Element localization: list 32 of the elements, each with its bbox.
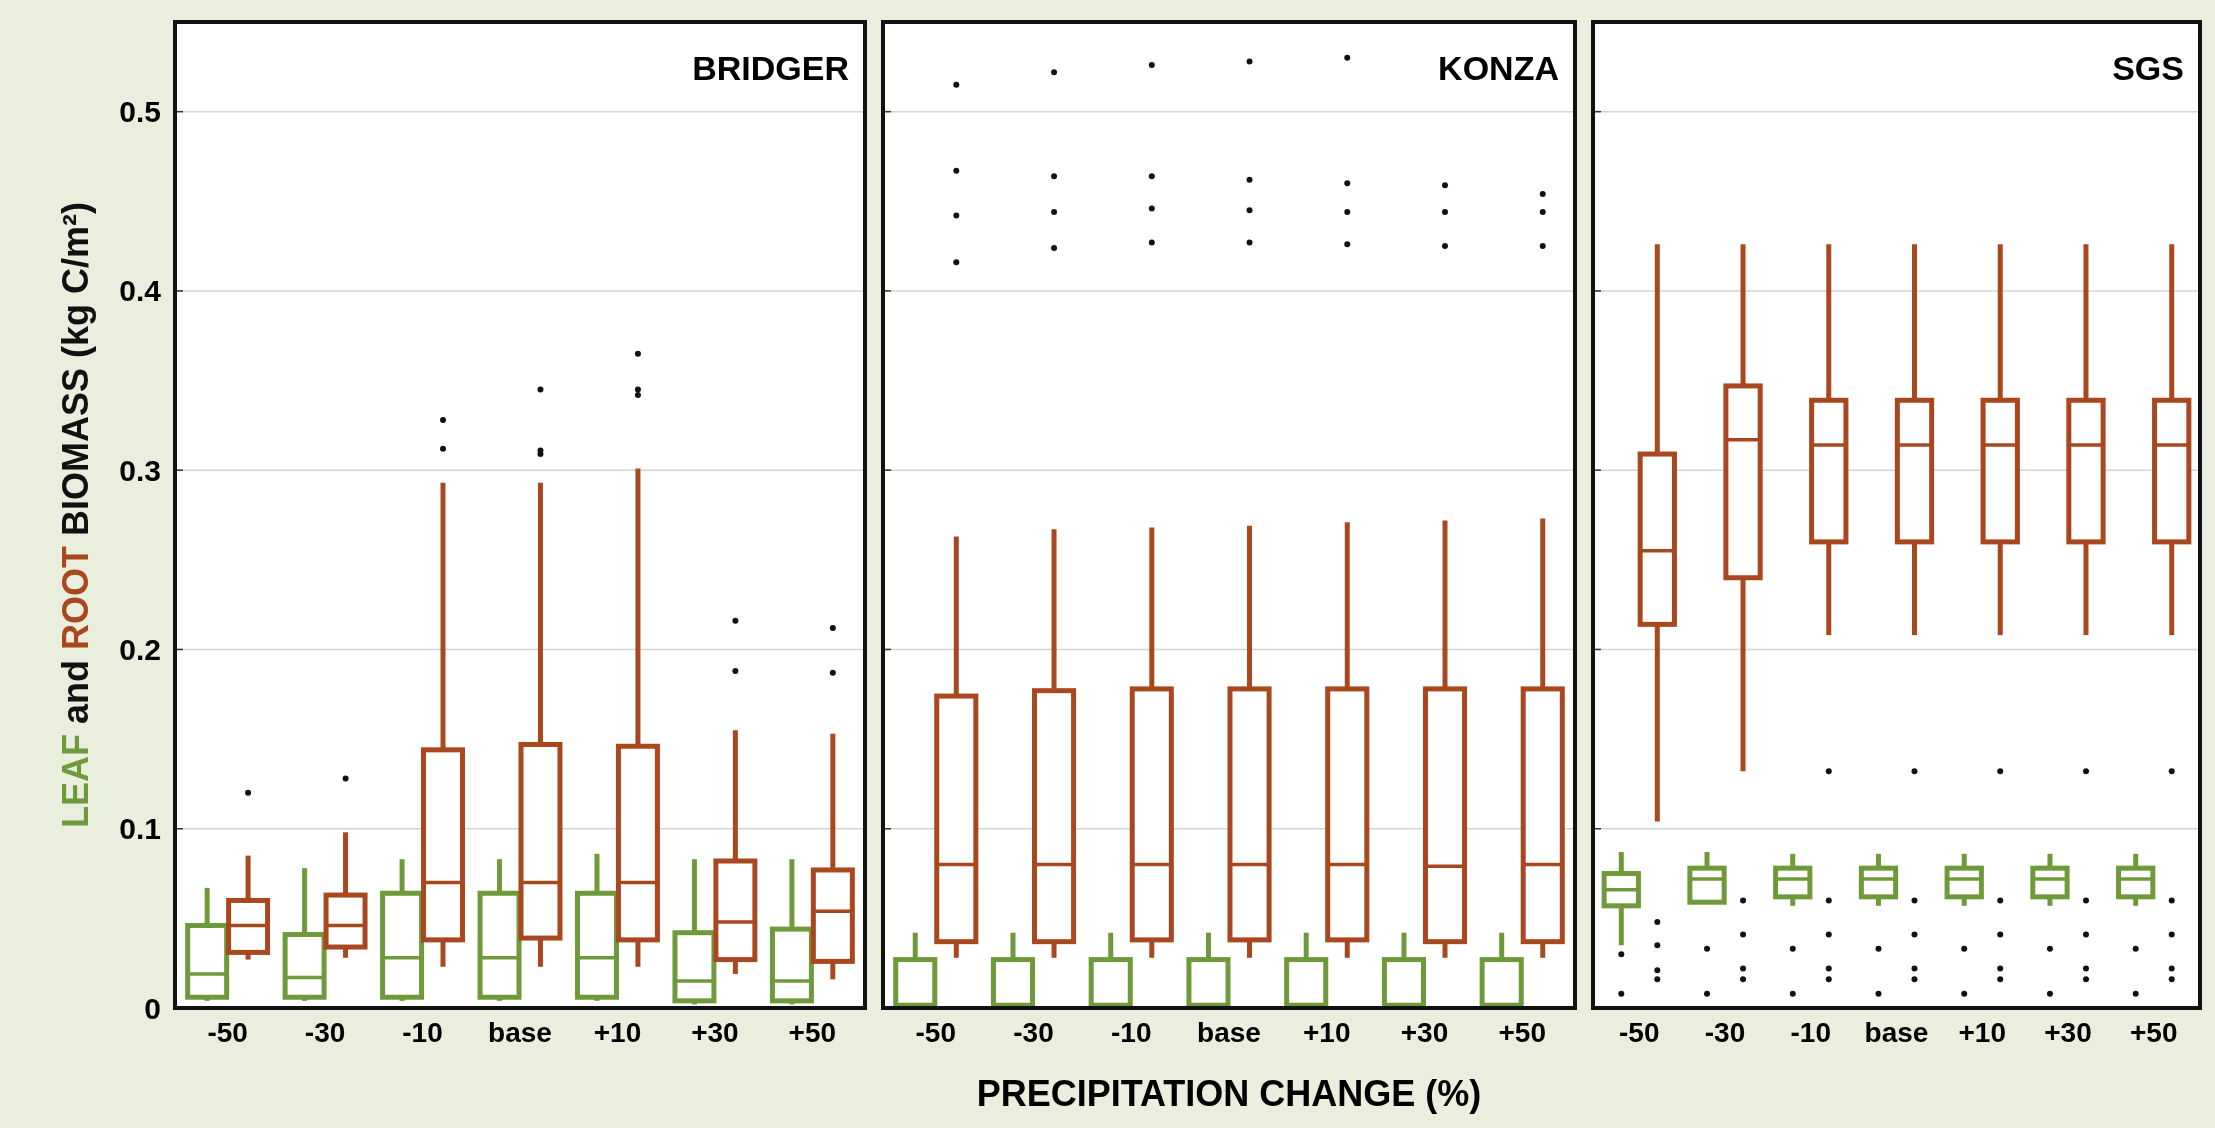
x-tick-label: base (1864, 1017, 1929, 1048)
x-tick-label: -30 (1013, 1017, 1054, 1048)
x-tick-label: +10 (1958, 1017, 2006, 1048)
x-tick-label: +30 (691, 1017, 739, 1048)
x-tick-label: +30 (2044, 1017, 2092, 1048)
x-tick-label: +10 (1302, 1017, 1351, 1048)
x-tick-label: -30 (1704, 1017, 1746, 1048)
x-axis-title: PRECIPITATION CHANGE (%) (976, 1073, 1482, 1114)
x-tick-label: +50 (1498, 1017, 1546, 1048)
x-tick-label: base (1197, 1017, 1261, 1048)
y-tick-label: 0.3 (119, 453, 161, 487)
x-tick-label: -30 (304, 1017, 346, 1048)
text: SGS (2112, 49, 2184, 87)
y-axis-title: LEAF and ROOT BIOMASS (kg C/m²) (55, 201, 96, 829)
x-tick-label: +30 (1400, 1017, 1449, 1048)
y-tick-label: 0.2 (119, 632, 161, 666)
x-tick-label: +50 (2129, 1017, 2178, 1048)
x-tick-label: -50 (1619, 1017, 1660, 1048)
x-tick-label: -50 (915, 1017, 957, 1048)
y-tick-label: 0.5 (119, 95, 161, 129)
x-tick-label: -10 (402, 1017, 443, 1048)
text: BRIDGER (692, 49, 849, 87)
x-tick-label: base (488, 1017, 552, 1048)
x-tick-label: -50 (207, 1017, 248, 1048)
x-tick-label: +50 (788, 1017, 837, 1048)
text: KONZA (1438, 49, 1559, 87)
y-tick-label: 0 (144, 991, 161, 1025)
y-tick-label: 0.4 (119, 274, 162, 308)
y-tick-label: 0.1 (119, 812, 161, 846)
x-tick-label: -10 (1111, 1017, 1152, 1048)
x-tick-label: +10 (593, 1017, 642, 1048)
x-tick-label: -10 (1790, 1017, 1831, 1048)
